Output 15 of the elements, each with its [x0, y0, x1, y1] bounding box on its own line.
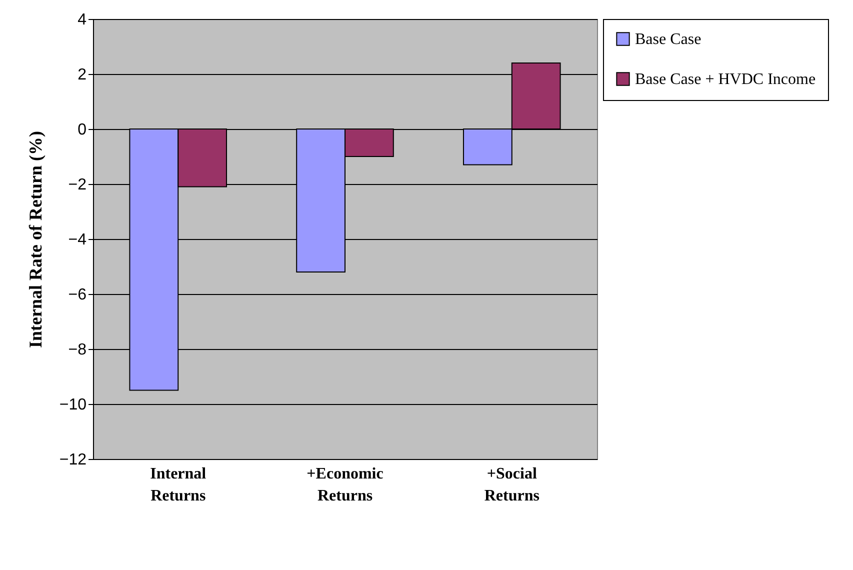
y-tick-label: 0 — [78, 122, 87, 138]
y-axis-title: Internal Rate of Return (%) — [25, 131, 46, 348]
y-tick-label: 2 — [78, 66, 87, 84]
y-tick-label: −10 — [59, 396, 87, 414]
y-tick-label: −4 — [68, 232, 87, 248]
y-tick-label: −6 — [68, 286, 87, 304]
y-tick-label: 4 — [78, 12, 87, 28]
x-tick-label: Internal Returns — [150, 466, 207, 504]
y-tick-label: −12 — [59, 452, 87, 468]
legend-label: Base Case — [635, 31, 702, 48]
y-tick-label: −8 — [68, 342, 87, 358]
x-tick-label: +Social Returns — [484, 466, 540, 504]
y-tick-label: −2 — [68, 176, 87, 194]
x-tick-label: +Economic Returns — [306, 466, 384, 504]
legend-label: Base Case + HVDC Income — [635, 71, 816, 88]
